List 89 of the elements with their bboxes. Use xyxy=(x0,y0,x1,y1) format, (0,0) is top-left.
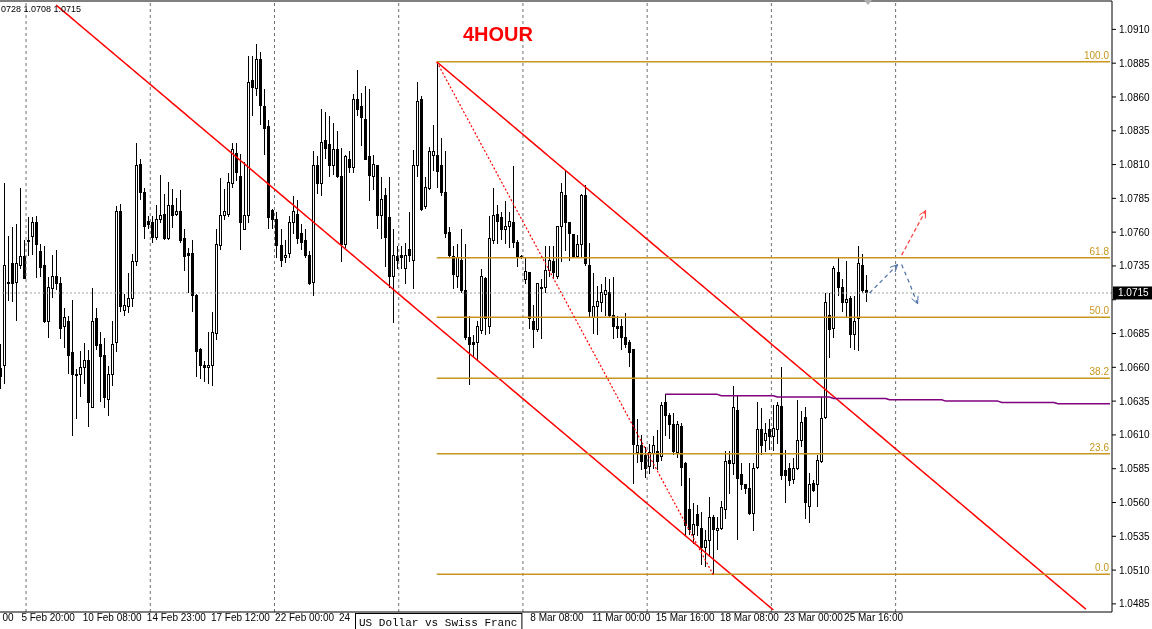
x-tick-label: 14 Feb 23:00 xyxy=(146,612,207,624)
x-tick-label: 10 Feb 08:00 xyxy=(82,612,143,624)
x-tick-label: 5 Feb 20:00 xyxy=(21,612,76,624)
candlestick xyxy=(239,153,243,251)
y-tick-label: 1.0910 xyxy=(1119,23,1151,35)
text: US Dollar vs Swiss Franc xyxy=(359,616,518,629)
y-tick-label: 1.0860 xyxy=(1119,91,1151,103)
candlestick xyxy=(604,276,608,317)
x-tick-label: 11 Mar 00:00 xyxy=(592,612,651,624)
candlestick xyxy=(339,147,343,263)
annotation: 38.2 xyxy=(1089,366,1110,378)
y-tick-label: 1.0785 xyxy=(1119,192,1151,204)
candlestick xyxy=(764,422,768,453)
candlestick xyxy=(499,211,503,241)
candlestick xyxy=(331,122,335,176)
candlestick xyxy=(311,150,315,297)
line-series xyxy=(55,4,775,611)
y-tick-label: 1.0610 xyxy=(1119,429,1151,441)
y-tick-label: 1.0810 xyxy=(1119,159,1151,171)
candlestick xyxy=(660,401,664,462)
y-tick-label: 1.0685 xyxy=(1119,328,1151,340)
y-tick-label: 1.0535 xyxy=(1119,530,1151,542)
candlestick xyxy=(43,245,47,322)
candlestick xyxy=(0,343,2,390)
annotation: 50.0 xyxy=(1089,305,1110,317)
candlestick xyxy=(319,108,323,197)
x-tick-label: 8 Mar 08:00 xyxy=(530,612,585,624)
candlestick xyxy=(71,299,75,437)
candlestick xyxy=(503,200,507,245)
candlestick xyxy=(596,285,600,336)
candlestick xyxy=(351,93,355,174)
candlestick xyxy=(748,462,752,514)
candlestick xyxy=(79,350,83,398)
candlestick xyxy=(287,215,291,259)
candlestick xyxy=(67,315,71,375)
candlestick xyxy=(768,418,772,451)
y-tick-label: 1.0835 xyxy=(1119,125,1151,137)
candlestick xyxy=(455,243,459,289)
candlestick xyxy=(732,385,736,476)
y-tick-label: 1.0760 xyxy=(1119,226,1151,238)
candlestick xyxy=(295,199,299,245)
candlestick xyxy=(772,404,776,452)
candlestick xyxy=(487,215,491,335)
candlestick xyxy=(507,211,511,249)
candlestick xyxy=(31,216,35,256)
candlestick xyxy=(696,504,700,537)
x-tick-label: 25 Mar 16:00 xyxy=(844,612,904,624)
y-tick-label: 1.0635 xyxy=(1119,395,1151,407)
x-tick-label: 24 xyxy=(339,612,351,624)
candlestick xyxy=(495,204,499,245)
annotation: 100.0 xyxy=(1083,49,1110,61)
candlestick xyxy=(15,223,19,322)
text: 4HOUR xyxy=(462,23,534,45)
candlestick xyxy=(327,115,331,178)
candlestick xyxy=(804,406,808,520)
candlestick xyxy=(612,276,616,340)
y-tick-label: 1.0735 xyxy=(1119,260,1151,272)
candlestick xyxy=(780,366,784,481)
ref-line-label: 1.0715 xyxy=(1118,287,1150,299)
candlestick xyxy=(543,245,547,294)
candlestick xyxy=(11,226,15,303)
x-tick-label: 23 Mar 00:00 xyxy=(784,612,844,624)
line-series xyxy=(664,393,1111,405)
annotation: 0.0 xyxy=(1095,562,1110,574)
candlestick xyxy=(275,211,279,259)
x-tick-label: 00 xyxy=(2,612,15,624)
annotation: 61.8 xyxy=(1089,245,1110,257)
y-tick-label: 1.0485 xyxy=(1119,598,1151,610)
candlestick xyxy=(27,216,31,257)
candlestick xyxy=(736,395,740,541)
candlestick xyxy=(207,331,211,385)
y-tick-label: 1.0885 xyxy=(1119,57,1151,69)
y-tick-label: 1.0660 xyxy=(1119,361,1151,373)
y-tick-label: 1.0560 xyxy=(1119,497,1151,509)
candlestick xyxy=(856,245,860,352)
candlestick xyxy=(359,92,363,147)
candlestick xyxy=(367,88,371,202)
annotation: 23.6 xyxy=(1089,441,1110,453)
candlestick xyxy=(103,337,107,409)
x-tick-label: 15 Mar 16:00 xyxy=(655,612,716,624)
candlestick xyxy=(3,182,7,385)
candlestick xyxy=(451,245,455,290)
x-tick-label: 18 Mar 08:00 xyxy=(719,612,780,624)
x-tick-label: 22 Feb 00:00 xyxy=(275,612,335,624)
y-tick-label: 1.0585 xyxy=(1119,463,1151,475)
x-tick-label: 17 Feb 12:00 xyxy=(210,612,271,624)
candlestick xyxy=(259,51,263,126)
candlestick xyxy=(403,242,407,285)
y-tick-label: 1.0510 xyxy=(1119,564,1151,576)
